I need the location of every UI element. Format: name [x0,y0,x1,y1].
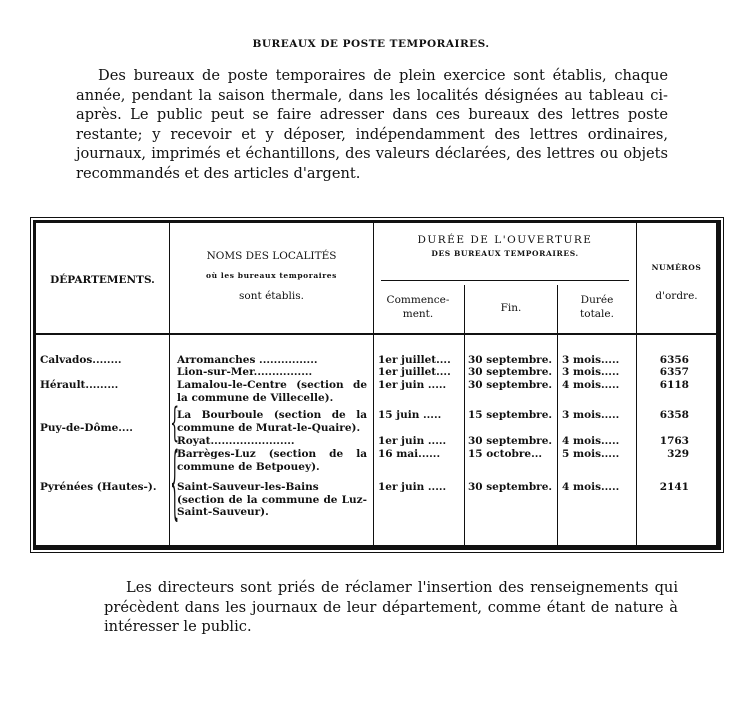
row-debut: 16 mai...... [378,448,441,460]
row-duree: 3 mois..... [562,409,620,421]
row-numero: 6356 [659,354,689,366]
row-numero: 2141 [659,481,689,493]
header-fin: Fin. [500,302,522,314]
row-duree: 4 mois..... [562,481,620,493]
row-debut: 1er juillet.... [378,354,451,366]
row-debut: 1er juin ..... [378,379,447,391]
row-localite: Royat....................... [177,435,295,447]
dept-calvados: Calvados........ [40,354,122,366]
row-fin: 30 septembre. [468,379,553,391]
page-title: BUREAUX DE POSTE TEMPORAIRES. [252,38,490,50]
row-fin: 30 septembre. [468,366,553,378]
row-duree: 3 mois..... [562,354,620,366]
row-fin: 15 septembre. [468,409,553,421]
dept-puy-de-dome: Puy-de-Dôme.... [40,422,133,434]
header-noms: NOMS DES LOCALITÉS où les bureaux tempor… [206,250,337,302]
header-commencement: Commence-ment. [386,294,450,320]
row-localite: Lion-sur-Mer................ [177,366,313,378]
row-numero: 329 [667,448,689,460]
row-duree: 3 mois..... [562,366,620,378]
row-fin: 30 septembre. [468,435,553,447]
header-departements: DÉPARTEMENTS. [50,274,155,286]
row-localite: Barrèges-Luz (section de la commune de B… [177,448,367,473]
row-duree: 4 mois..... [562,379,620,391]
header-duree-totale: Durée totale. [580,294,614,320]
row-localite: Saint-Sauveur-les-Bains (section de la c… [177,481,367,518]
dept-herault: Hérault......... [40,379,119,391]
post-offices-table: DÉPARTEMENTS. NOMS DES LOCALITÉS où les … [30,217,724,553]
row-fin: 30 septembre. [468,481,553,493]
row-duree: 4 mois..... [562,435,620,447]
row-localite: La Bourboule (section de la commune de M… [177,409,367,434]
row-debut: 1er juin ..... [378,481,447,493]
row-debut: 15 juin ..... [378,409,442,421]
row-debut: 1er juin ..... [378,435,447,447]
row-duree: 5 mois..... [562,448,620,460]
row-localite: Arromanches ................ [177,354,318,366]
row-numero: 6118 [659,379,689,391]
row-localite: Lamalou-le-Centre (section de la commune… [177,379,367,404]
header-numeros: numéros d'ordre. [651,263,702,302]
row-numero: 6358 [659,409,689,421]
row-debut: 1er juillet.... [378,366,451,378]
row-fin: 30 septembre. [468,354,553,366]
intro-paragraph: Des bureaux de poste temporaires de plei… [76,67,668,182]
row-numero: 6357 [659,366,689,378]
dept-pyrenees: Pyrénées (Hautes-). [40,481,157,493]
row-numero: 1763 [659,435,689,447]
closing-paragraph: Les directeurs sont priés de réclamer l'… [104,579,678,635]
header-duree: DURÉE DE L'OUVERTURE des bureaux tempora… [417,234,593,258]
row-fin: 15 octobre... [468,448,543,460]
